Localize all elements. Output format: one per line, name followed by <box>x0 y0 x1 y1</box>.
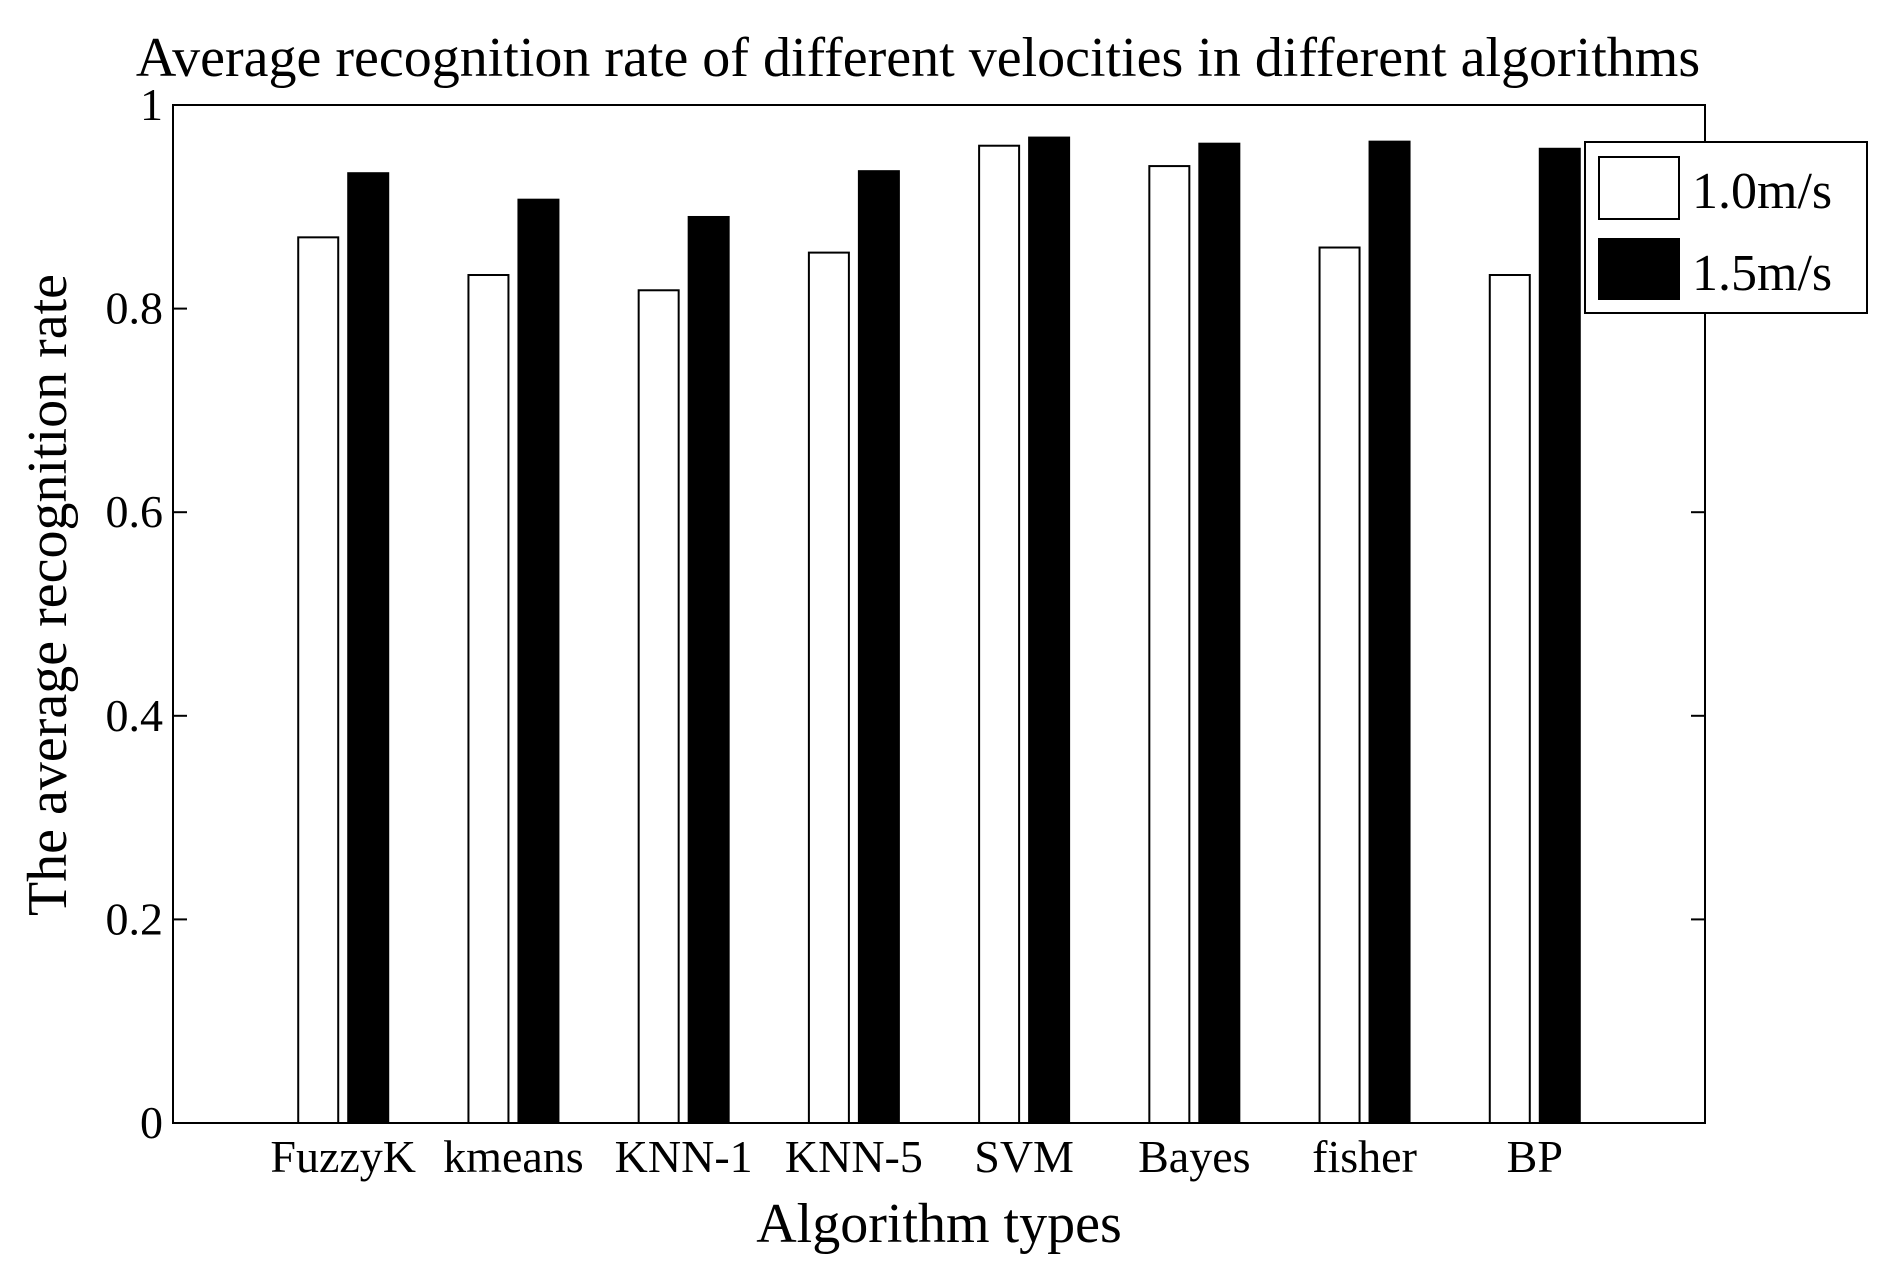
legend: 1.0m/s 1.5m/s <box>1584 141 1868 314</box>
bar <box>1198 142 1241 1124</box>
bars-group <box>297 136 1581 1125</box>
bar <box>297 236 340 1124</box>
x-tick-label: kmeans <box>443 1131 584 1182</box>
bar <box>637 289 680 1124</box>
bar <box>807 251 850 1125</box>
bar <box>1318 246 1361 1124</box>
y-tick-label: 0.4 <box>106 690 164 741</box>
x-axis-label: Algorithm types <box>756 1193 1122 1255</box>
y-tick-label: 1 <box>140 79 163 130</box>
y-axis-label: The average recognition rate <box>17 274 79 916</box>
y-tick-label: 0.6 <box>106 486 164 537</box>
x-tick-label: KNN-5 <box>785 1131 923 1182</box>
bar <box>517 198 560 1124</box>
y-tick-label: 0 <box>140 1097 163 1148</box>
x-tick-label: Bayes <box>1138 1131 1250 1182</box>
bar <box>687 215 730 1125</box>
x-tick-label: BP <box>1507 1131 1563 1182</box>
x-tick-label: SVM <box>974 1131 1074 1182</box>
x-tick-label: fisher <box>1312 1131 1417 1182</box>
legend-swatch-1-0ms <box>1598 156 1680 220</box>
chart-title: Average recognition rate of different ve… <box>136 27 1700 89</box>
legend-swatch-1-5ms <box>1598 238 1680 300</box>
x-tick-label: KNN-1 <box>615 1131 753 1182</box>
bar <box>467 274 510 1125</box>
bar <box>1538 147 1581 1125</box>
y-tick-label: 0.8 <box>106 283 164 334</box>
bar <box>1488 274 1531 1125</box>
bar <box>1028 136 1071 1125</box>
bar <box>857 170 900 1125</box>
bar <box>1148 165 1191 1124</box>
axis-ticks-group: FuzzyK kmeans KNN-1 KNN-5 SVM Bayes fisher BP 0 0… <box>106 79 1705 1182</box>
x-tick-label: FuzzyK <box>270 1131 416 1182</box>
y-tick-label: 0.2 <box>106 893 164 944</box>
legend-label-1-0ms: 1.0m/s <box>1692 163 1832 220</box>
legend-label-1-5ms: 1.5m/s <box>1692 245 1832 302</box>
bar <box>978 144 1021 1125</box>
bar <box>1368 140 1411 1124</box>
plot-area-frame <box>172 104 1706 1124</box>
bar <box>347 172 390 1124</box>
